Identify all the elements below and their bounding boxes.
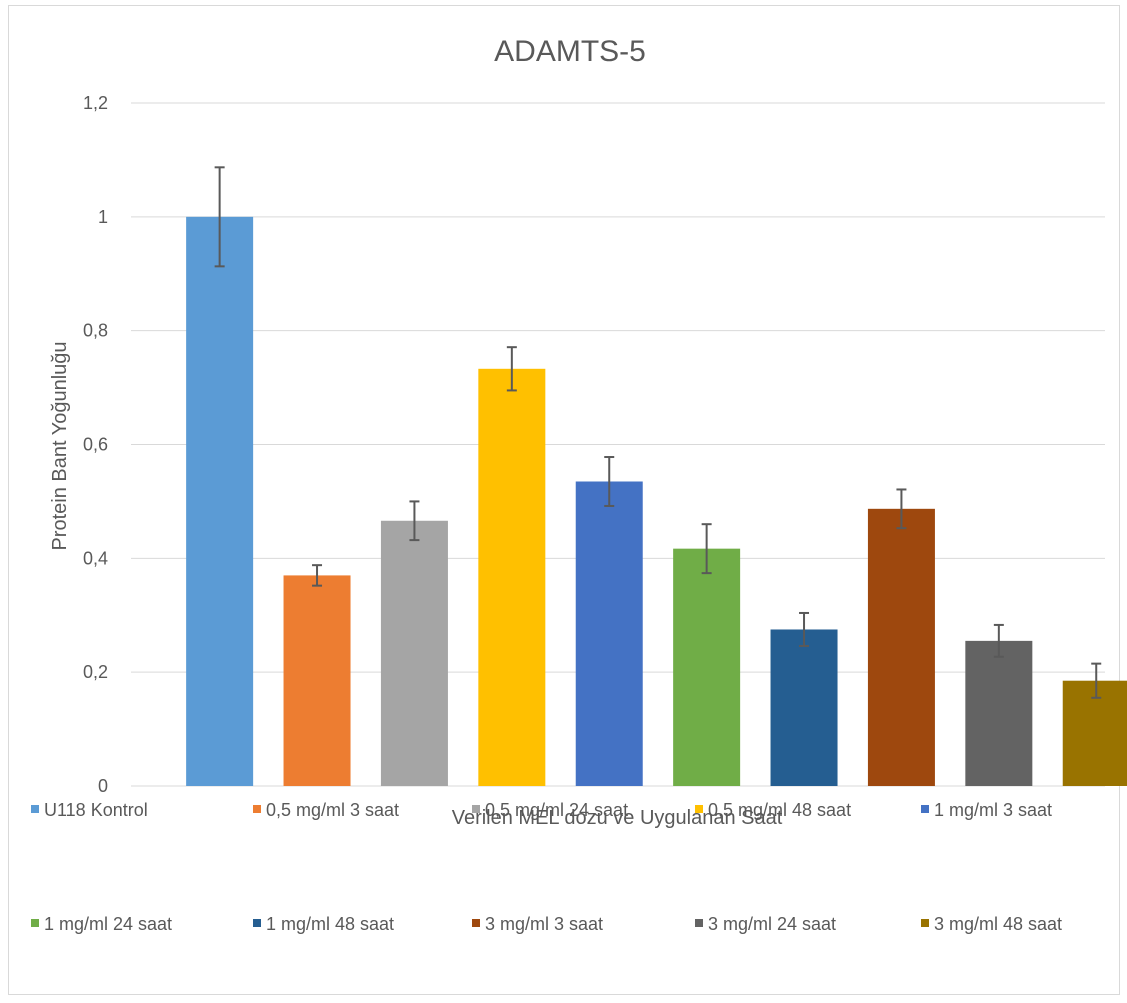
y-tick-label: 0,2	[83, 662, 108, 682]
bar	[1062, 680, 1127, 786]
legend-swatch	[921, 805, 929, 813]
legend-label: 1 mg/ml 48 saat	[266, 914, 394, 934]
bar	[186, 216, 254, 787]
legend-swatch	[472, 805, 480, 813]
legend-swatch	[695, 919, 703, 927]
bar	[770, 629, 838, 786]
legend-label: 3 mg/ml 48 saat	[934, 914, 1062, 934]
legend-swatch	[253, 919, 261, 927]
bar	[867, 508, 935, 786]
legend-label: 1 mg/ml 3 saat	[934, 800, 1052, 820]
legend-label: 1 mg/ml 24 saat	[44, 914, 172, 934]
legend-swatch	[921, 919, 929, 927]
legend-label: 3 mg/ml 3 saat	[485, 914, 603, 934]
y-tick-label: 1,2	[83, 93, 108, 113]
bar	[965, 640, 1033, 786]
legend-label: 0,5 mg/ml 48 saat	[708, 800, 851, 820]
legend-swatch	[31, 805, 39, 813]
bar	[575, 481, 643, 786]
legend: U118 Kontrol 0,5 mg/ml 3 saat 0,5 mg/ml 24…	[31, 800, 1062, 934]
y-tick-label: 0	[98, 776, 108, 796]
error-bars	[214, 166, 1102, 699]
y-tick-label: 0,8	[83, 321, 108, 341]
legend-label: 0,5 mg/ml 3 saat	[266, 800, 399, 820]
legend-label: 3 mg/ml 24 saat	[708, 914, 836, 934]
legend-swatch	[695, 805, 703, 813]
legend-label: U118 Kontrol	[44, 800, 148, 820]
y-tick-label: 0,6	[83, 435, 108, 455]
x-axis-title: Verilen MEL dozu ve Uygulanan Saat	[452, 807, 783, 829]
legend-swatch	[31, 919, 39, 927]
y-tick-label: 0,4	[83, 548, 108, 568]
y-tick-label: 1	[98, 207, 108, 227]
bar	[380, 520, 448, 786]
legend-swatch	[472, 919, 480, 927]
bar	[283, 575, 351, 786]
bars	[186, 216, 1127, 787]
legend-label: 0,5 mg/ml 24 saat	[485, 800, 628, 820]
legend-swatch	[253, 805, 261, 813]
y-axis-title: Protein Bant Yoğunluğu	[49, 341, 71, 550]
chart-title: ADAMTS-5	[494, 35, 646, 68]
bar	[673, 548, 741, 786]
bar	[478, 368, 546, 786]
y-axis-ticks: 0 0,2 0,4 0,6 0,8 1 1,2	[83, 93, 108, 796]
